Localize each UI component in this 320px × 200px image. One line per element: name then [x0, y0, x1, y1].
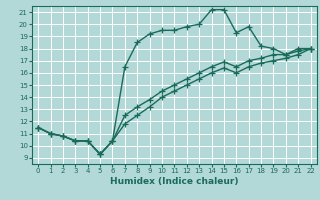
- X-axis label: Humidex (Indice chaleur): Humidex (Indice chaleur): [110, 177, 239, 186]
